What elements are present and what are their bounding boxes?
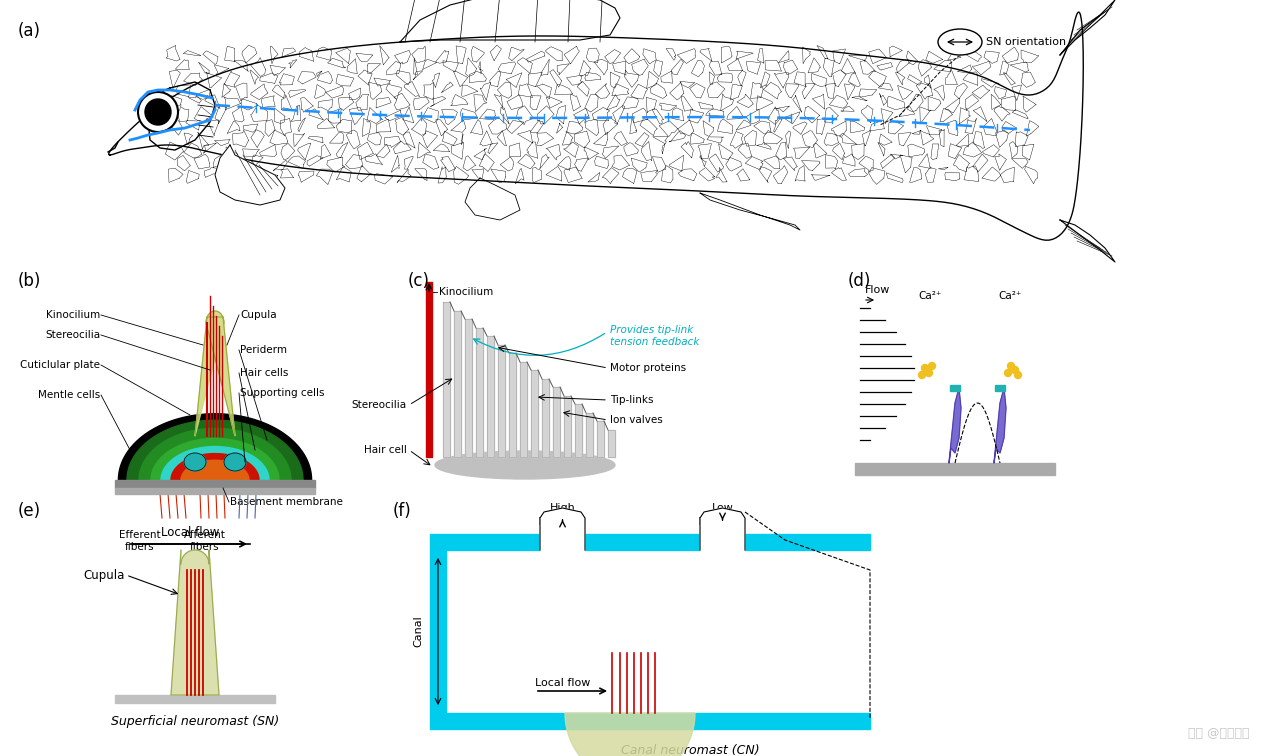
Polygon shape [949,388,961,463]
Polygon shape [140,429,291,480]
Text: High
pressure: High pressure [538,503,586,525]
Polygon shape [454,311,461,457]
Polygon shape [430,534,541,550]
Polygon shape [700,193,799,230]
Polygon shape [497,345,505,457]
Polygon shape [608,430,615,457]
Ellipse shape [184,453,206,471]
Polygon shape [115,488,315,494]
Polygon shape [487,336,494,457]
Text: (e): (e) [18,502,41,520]
Text: (b): (b) [18,272,42,290]
Text: Kinocilium: Kinocilium [46,310,100,320]
Text: Tip-links: Tip-links [610,395,654,405]
Polygon shape [745,534,871,550]
Polygon shape [553,387,560,457]
Ellipse shape [938,29,982,55]
Polygon shape [171,550,220,695]
Text: Cupula: Cupula [84,569,126,581]
Polygon shape [115,695,275,703]
Text: Ion valves: Ion valves [610,415,662,425]
Text: Hair cells: Hair cells [240,368,288,378]
Circle shape [1005,370,1011,376]
Text: Local flow: Local flow [536,678,590,688]
Text: Low
pressure: Low pressure [698,503,746,525]
Polygon shape [700,508,745,550]
Polygon shape [596,421,604,457]
Text: Canal: Canal [412,615,423,647]
Circle shape [1014,371,1022,379]
Polygon shape [541,508,585,550]
Text: SN orientation: SN orientation [986,37,1066,47]
Text: Provides tip-link
tension feedback: Provides tip-link tension feedback [610,325,699,348]
Text: Motor proteins: Motor proteins [610,363,687,373]
Polygon shape [585,534,700,550]
Text: Hair cell: Hair cell [364,445,407,455]
Text: (d): (d) [848,272,872,290]
Polygon shape [509,353,516,457]
Polygon shape [1060,220,1115,262]
Polygon shape [565,713,695,756]
Polygon shape [994,388,1006,463]
Text: Local flow: Local flow [161,525,220,538]
Text: Afferent
fibers: Afferent fibers [184,530,226,552]
Text: Stereocilia: Stereocilia [44,330,100,340]
Polygon shape [530,370,538,457]
Polygon shape [563,396,571,457]
Polygon shape [151,438,279,480]
Text: Ca²⁺: Ca²⁺ [919,291,942,301]
Text: Basement membrane: Basement membrane [230,497,343,507]
Polygon shape [426,282,431,457]
Circle shape [921,364,929,371]
Text: Canal neuromast (CN): Canal neuromast (CN) [621,744,759,756]
Polygon shape [575,404,582,457]
Text: Stereocilia: Stereocilia [352,400,407,410]
Polygon shape [464,319,472,457]
Circle shape [929,362,935,370]
Polygon shape [181,460,249,480]
Polygon shape [586,413,593,457]
Polygon shape [127,420,303,480]
Ellipse shape [435,451,615,479]
Text: 知乎 @林强尼丹: 知乎 @林强尼丹 [1189,727,1250,740]
Text: Periderm: Periderm [240,345,287,355]
Polygon shape [430,550,445,713]
Text: Flow: Flow [865,285,891,295]
Polygon shape [161,447,269,480]
Polygon shape [171,454,259,480]
Circle shape [925,370,933,376]
Circle shape [138,92,178,132]
Ellipse shape [225,453,246,471]
Polygon shape [520,362,527,457]
Circle shape [1011,367,1019,373]
Text: Supporting cells: Supporting cells [240,388,325,398]
Circle shape [919,371,925,379]
Circle shape [1008,362,1014,370]
Polygon shape [995,385,1005,391]
Text: Efferent
fibers: Efferent fibers [119,530,161,552]
Text: (c): (c) [409,272,430,290]
Polygon shape [855,463,1055,475]
Polygon shape [443,302,450,457]
Polygon shape [950,385,961,391]
Polygon shape [542,379,549,457]
Text: Cupula: Cupula [240,310,277,320]
Polygon shape [400,0,621,42]
Polygon shape [476,328,483,457]
Polygon shape [118,414,312,480]
Polygon shape [195,311,235,436]
Circle shape [145,99,171,125]
Polygon shape [430,713,871,729]
Text: (f): (f) [393,502,411,520]
Polygon shape [464,178,520,220]
Polygon shape [115,480,315,488]
Polygon shape [109,12,1084,240]
Polygon shape [214,145,286,205]
Polygon shape [1060,0,1115,55]
Text: Kinocilium: Kinocilium [439,287,494,297]
Text: (a): (a) [18,22,41,40]
Text: Cuticlular plate: Cuticlular plate [20,360,100,370]
Text: Ca²⁺: Ca²⁺ [999,291,1022,301]
Text: Superficial neuromast (SN): Superficial neuromast (SN) [110,715,279,728]
